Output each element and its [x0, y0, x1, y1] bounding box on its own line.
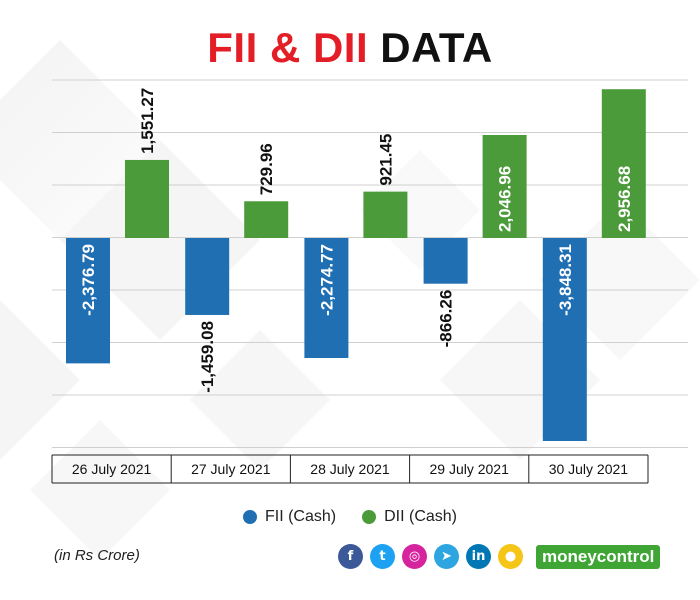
telegram-icon[interactable]: ➤	[434, 544, 459, 569]
chart-title: FII & DII DATA	[0, 24, 700, 72]
legend-item-fii: FII (Cash)	[242, 508, 337, 526]
x-tick-label: 29 July 2021	[429, 461, 509, 477]
facebook-icon[interactable]: f	[338, 544, 363, 569]
bar-dii	[363, 191, 408, 238]
legend-label-dii: DII (Cash)	[384, 508, 458, 525]
data-label-fii: -2,274.77	[317, 244, 336, 316]
data-label-dii: 1,551.27	[138, 88, 157, 154]
koo-icon[interactable]: ●	[498, 544, 523, 569]
x-tick-label: 26 July 2021	[72, 461, 152, 477]
bar-fii	[423, 238, 468, 284]
x-tick-label: 30 July 2021	[549, 461, 629, 477]
bar-dii	[482, 134, 527, 238]
bar-fii	[185, 238, 230, 315]
instagram-icon[interactable]: ◎	[402, 544, 427, 569]
legend-item-dii: DII (Cash)	[362, 508, 457, 526]
bar-dii	[244, 201, 289, 238]
chart-title-part1: FII & DII	[207, 24, 369, 71]
x-tick-label: 28 July 2021	[310, 461, 390, 477]
data-label-fii: -2,376.79	[79, 244, 98, 316]
data-label-fii: -3,848.31	[556, 244, 575, 316]
bar-fii	[66, 238, 110, 364]
unit-note: (in Rs Crore)	[54, 547, 140, 564]
legend-swatch-fii	[242, 510, 257, 524]
twitter-icon[interactable]: t	[370, 544, 395, 569]
linkedin-icon[interactable]: in	[466, 544, 491, 569]
chart-legend: FII (Cash) DII (Cash)	[0, 508, 700, 526]
data-label-fii: -866.26	[437, 290, 456, 348]
legend-label-fii: FII (Cash)	[264, 508, 337, 525]
bar-fii	[304, 238, 349, 358]
x-tick-label: 27 July 2021	[191, 461, 271, 477]
data-label-dii: 2,956.68	[615, 166, 634, 232]
bar-fii	[542, 238, 587, 441]
bar-dii	[125, 159, 169, 238]
chart-title-part2: DATA	[380, 24, 493, 71]
data-label-fii: -1,459.08	[198, 321, 217, 393]
legend-swatch-dii	[362, 510, 377, 524]
data-label-dii: 2,046.96	[496, 166, 515, 232]
bar-dii	[601, 89, 646, 238]
data-label-dii: 729.96	[257, 143, 276, 195]
social-icons: f t ◎ ➤ in ●	[338, 544, 523, 569]
moneycontrol-logo: moneycontrol	[536, 545, 661, 569]
data-label-dii: 921.45	[376, 134, 395, 186]
